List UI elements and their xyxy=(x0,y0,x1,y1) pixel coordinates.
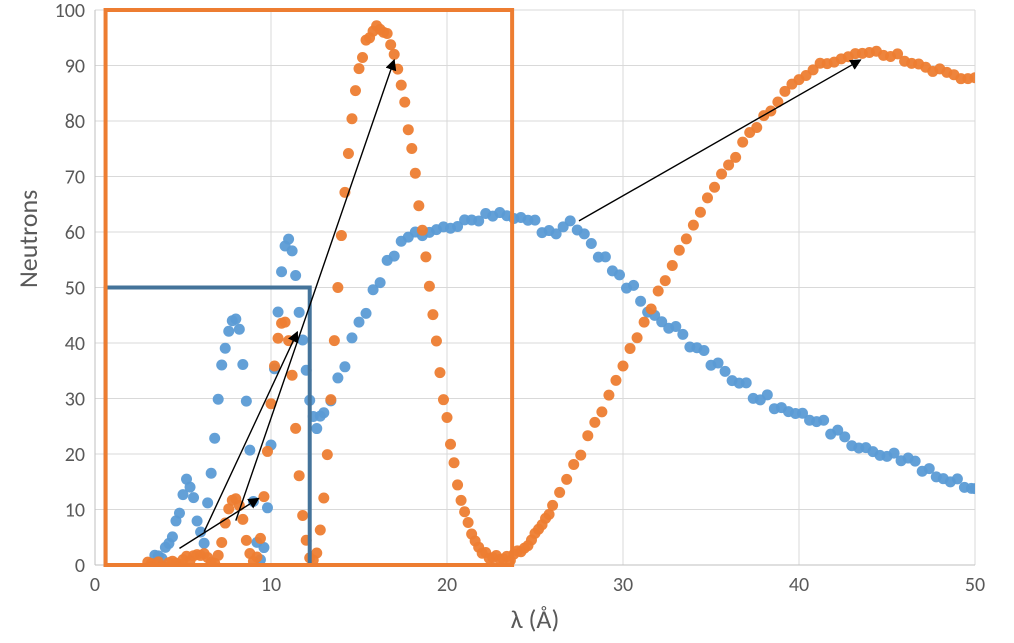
y-tick-label: 90 xyxy=(65,55,85,79)
y-tick-label: 30 xyxy=(65,388,85,412)
y-tick-label: 70 xyxy=(65,166,85,190)
x-tick-label: 20 xyxy=(437,573,457,597)
chart-canvas: 0 10 20 30 40 50 0 10 20 30 40 50 60 70 80 90 100 xyxy=(0,0,1014,638)
y-tick-label: 60 xyxy=(65,221,85,245)
y-tick-label: 20 xyxy=(65,443,85,467)
y-tick-label: 0 xyxy=(75,554,85,578)
y-tick-label: 10 xyxy=(65,499,85,523)
y-axis-label: Neutrons xyxy=(12,189,44,287)
x-tick-label: 10 xyxy=(261,573,281,597)
y-tick-label: 100 xyxy=(55,0,85,23)
y-tick-label: 50 xyxy=(65,277,85,301)
neutron-chart: 0 10 20 30 40 50 0 10 20 30 40 50 60 70 80 90 100 Neutro… xyxy=(0,0,1014,638)
x-tick-label: 0 xyxy=(90,573,100,597)
x-tick-label: 30 xyxy=(613,573,633,597)
y-tick-label: 40 xyxy=(65,332,85,356)
x-tick-label: 40 xyxy=(789,573,809,597)
y-tick-label: 80 xyxy=(65,110,85,134)
x-tick-label: 50 xyxy=(965,573,985,597)
x-axis-label: λ (Å) xyxy=(511,603,560,635)
